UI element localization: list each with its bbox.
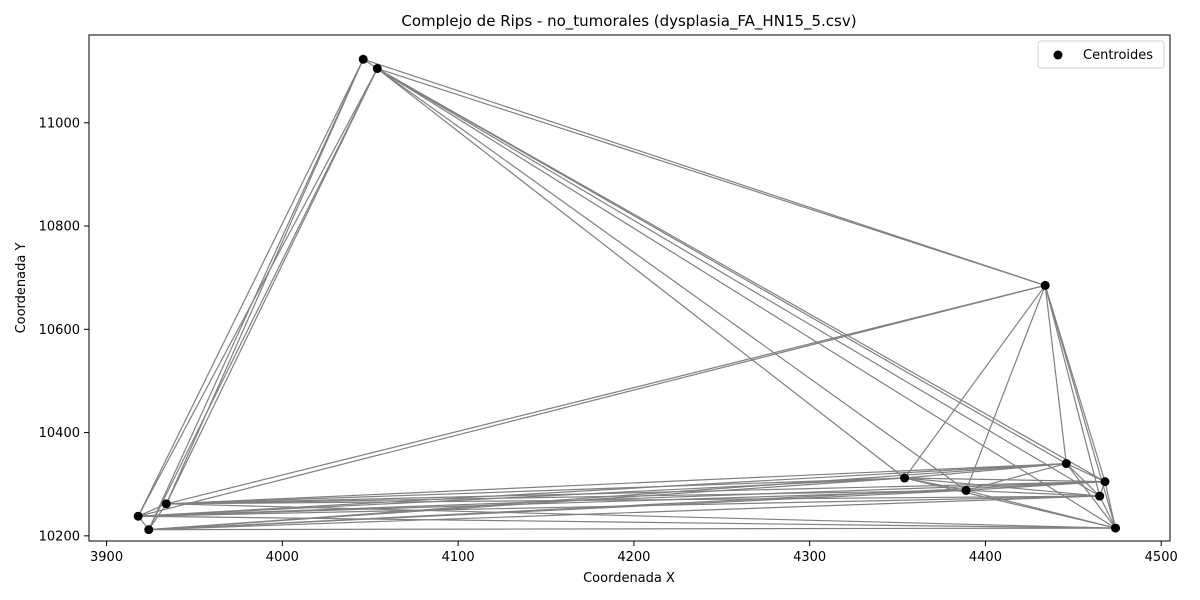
edge-line: [904, 285, 1046, 479]
x-tick-label: 4300: [793, 550, 826, 565]
edge-line: [1104, 481, 1117, 529]
x-axis-label: Coordenada X: [583, 571, 675, 586]
y-tick-label: 10400: [39, 426, 80, 441]
centroid-point: [1061, 459, 1071, 469]
edge-line: [376, 68, 1116, 529]
x-tick-label: 4100: [442, 550, 475, 565]
legend: Centroides: [1037, 40, 1165, 69]
centroid-point: [358, 54, 368, 64]
edge-line: [137, 59, 364, 517]
x-tick-label: 4400: [969, 550, 1002, 565]
centroid-point: [1100, 477, 1110, 487]
x-tick-label: 4000: [266, 550, 299, 565]
legend-marker: [1053, 50, 1063, 60]
y-tick-label: 10200: [39, 529, 80, 544]
edge-line: [137, 503, 167, 517]
centroid-point: [900, 473, 910, 483]
edge-line: [966, 489, 1100, 497]
edge-line: [1099, 495, 1117, 529]
edge-line: [1044, 285, 1067, 464]
centroid-point: [1111, 523, 1121, 533]
edge-line: [377, 67, 1046, 286]
edge-line: [363, 58, 1046, 286]
edge-line: [1066, 463, 1106, 483]
y-tick-label: 10600: [39, 323, 80, 338]
edge-line: [148, 495, 1100, 531]
edge-line: [166, 477, 905, 505]
edge-line: [1044, 285, 1117, 529]
edge-line: [1065, 463, 1116, 529]
x-tick-label: 4200: [617, 550, 650, 565]
edge-line: [166, 462, 1067, 505]
centroid-point: [372, 64, 382, 74]
edge-line: [148, 68, 378, 530]
edge-line: [138, 515, 1116, 529]
centroid-point: [1095, 491, 1105, 501]
chart-title: Complejo de Rips - no_tumorales (dysplas…: [401, 12, 856, 31]
edge-line: [965, 285, 1046, 491]
edge-line: [965, 462, 1067, 491]
centroid-point: [161, 499, 171, 509]
edge-line: [1044, 285, 1101, 497]
x-tick-label: 3900: [90, 550, 123, 565]
edge-line: [1065, 463, 1101, 497]
edge-line: [165, 68, 378, 505]
centroid-point: [961, 485, 971, 495]
edge-line: [148, 481, 1105, 531]
points-layer: [133, 54, 1121, 535]
plot-frame: [88, 34, 1171, 542]
edge-line: [376, 68, 905, 479]
x-axis-ticks: 3900 4000 4100 4200 4300 4400 4500: [90, 541, 1178, 565]
centroid-point: [133, 511, 143, 521]
edge-line: [166, 481, 1105, 505]
edge-line: [166, 503, 1116, 529]
edge-line: [166, 495, 1100, 505]
edge-line: [376, 68, 1106, 483]
legend-box: [1037, 40, 1165, 69]
edge-line: [148, 503, 167, 530]
edge-line: [138, 489, 967, 517]
legend-entry-centroides: Centroides: [1083, 48, 1153, 63]
edge-line: [376, 68, 1100, 497]
edge-line: [138, 284, 1046, 517]
edge-line: [166, 284, 1046, 505]
centroid-point: [144, 525, 154, 535]
edge-line: [965, 489, 1116, 529]
centroid-point: [1040, 280, 1050, 290]
edge-line: [137, 68, 378, 517]
edge-line: [148, 527, 1116, 531]
edge-line: [376, 68, 967, 491]
edge-line: [166, 489, 967, 505]
edge-line: [904, 462, 1067, 479]
x-tick-label: 4500: [1145, 550, 1178, 565]
y-tick-label: 11000: [39, 116, 80, 131]
edge-line: [904, 477, 1100, 497]
y-tick-label: 10800: [39, 220, 80, 235]
edge-line: [165, 59, 364, 505]
y-axis-ticks: 10200 10400 10600 10800 11000: [39, 116, 89, 544]
edges-layer: [137, 58, 1117, 531]
y-axis-label: Coordenada Y: [14, 243, 29, 334]
